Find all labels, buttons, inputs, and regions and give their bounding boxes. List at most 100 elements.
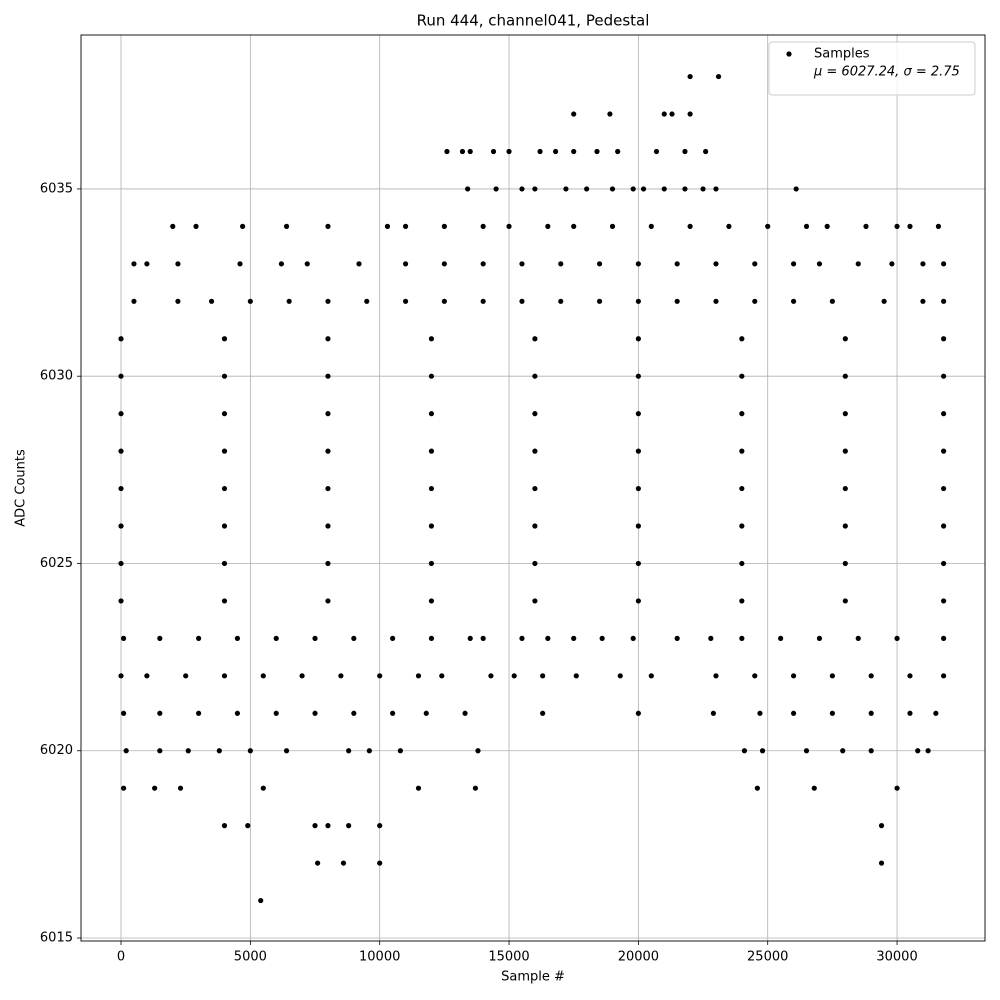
data-point	[757, 710, 763, 716]
legend-marker	[786, 51, 792, 57]
data-point	[941, 261, 947, 267]
data-point	[803, 748, 810, 754]
data-point	[682, 186, 688, 192]
data-point	[894, 223, 900, 229]
data-point	[594, 148, 600, 155]
y-axis-label: ADC Counts	[14, 449, 29, 527]
data-point	[118, 411, 124, 417]
data-point	[480, 635, 486, 641]
data-point	[221, 598, 228, 604]
data-point	[609, 223, 616, 229]
data-point	[816, 635, 823, 641]
data-point	[552, 148, 559, 155]
data-point	[221, 560, 228, 567]
data-point	[941, 298, 947, 304]
data-point	[635, 560, 641, 567]
data-point	[855, 261, 861, 267]
data-point	[674, 635, 680, 641]
data-point	[790, 710, 797, 716]
data-point	[260, 785, 266, 791]
data-point	[157, 748, 163, 754]
data-point	[377, 673, 383, 679]
data-point	[661, 186, 667, 192]
data-point	[325, 223, 331, 229]
data-point	[653, 148, 660, 155]
data-point	[537, 148, 543, 155]
data-point	[759, 748, 766, 754]
data-point	[118, 523, 124, 529]
data-point	[144, 673, 150, 679]
data-point	[878, 860, 885, 866]
data-point	[325, 823, 331, 829]
data-point	[488, 673, 494, 679]
data-point	[428, 635, 435, 641]
data-point	[907, 223, 913, 229]
data-point	[351, 710, 357, 716]
data-point	[480, 298, 486, 304]
data-point	[571, 635, 577, 641]
data-point	[390, 635, 396, 641]
data-point	[467, 148, 473, 155]
x-tick-label: 15000	[488, 950, 529, 965]
data-point	[325, 336, 331, 342]
data-point	[739, 523, 745, 529]
data-point	[889, 261, 895, 267]
data-point	[325, 448, 331, 454]
data-point	[325, 523, 331, 529]
data-point	[842, 560, 848, 567]
data-point	[635, 485, 641, 492]
data-point	[941, 560, 947, 567]
data-point	[532, 411, 538, 417]
data-point	[402, 298, 409, 304]
data-point	[118, 560, 124, 567]
data-point	[273, 710, 279, 716]
data-point	[519, 186, 525, 192]
data-point	[894, 785, 900, 791]
data-point	[703, 148, 709, 155]
data-point	[480, 223, 486, 229]
data-point	[739, 560, 745, 567]
data-point	[793, 186, 799, 192]
data-point	[247, 748, 253, 754]
data-point	[648, 223, 654, 229]
data-point	[635, 373, 641, 379]
data-point	[428, 336, 435, 342]
data-point	[868, 710, 874, 716]
x-axis-label: Sample #	[501, 970, 565, 985]
data-point	[221, 823, 228, 829]
data-point	[131, 261, 137, 267]
data-point	[397, 748, 403, 754]
data-point	[878, 823, 885, 829]
data-point	[325, 411, 331, 417]
data-point	[739, 598, 745, 604]
data-point	[532, 186, 538, 192]
data-point	[208, 298, 215, 304]
data-point	[907, 673, 913, 679]
legend: Samples μ = 6027.24, σ = 2.75	[768, 41, 976, 96]
data-point	[941, 598, 947, 604]
data-point	[842, 336, 848, 342]
data-point	[283, 223, 290, 229]
data-point	[840, 748, 846, 754]
legend-box	[768, 41, 976, 96]
data-point	[545, 223, 551, 229]
data-point	[635, 261, 641, 267]
data-point	[467, 635, 473, 641]
data-point	[713, 186, 719, 192]
data-point	[118, 336, 124, 342]
data-point	[803, 223, 810, 229]
data-point	[630, 186, 636, 192]
data-point	[661, 111, 667, 117]
data-point	[175, 298, 181, 304]
data-point	[941, 411, 947, 417]
data-point	[726, 223, 732, 229]
data-point	[157, 710, 163, 716]
data-point	[312, 823, 318, 829]
data-point	[183, 673, 189, 679]
data-point	[640, 186, 647, 192]
data-point	[920, 298, 926, 304]
data-point	[346, 823, 352, 829]
data-point	[490, 148, 497, 155]
data-point	[340, 860, 347, 866]
